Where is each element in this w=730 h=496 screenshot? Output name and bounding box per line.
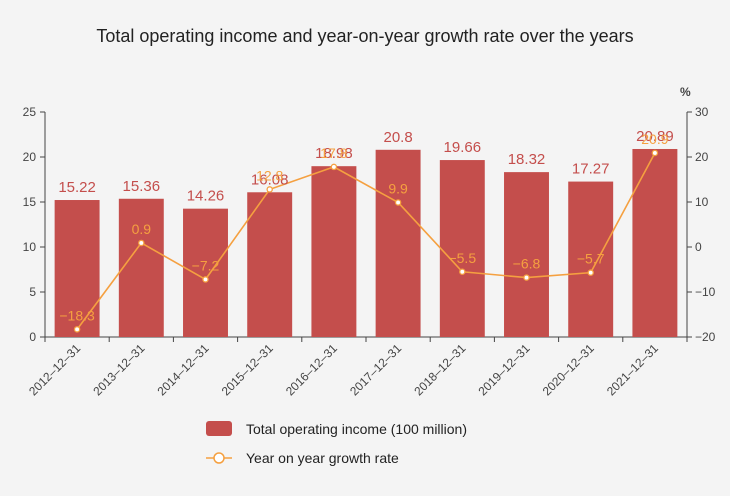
line-point[interactable]	[651, 149, 659, 157]
line-layer	[73, 149, 659, 333]
bar[interactable]	[568, 181, 614, 337]
bar[interactable]	[632, 148, 678, 337]
y-right-tick-label: −20	[695, 330, 716, 344]
line-point[interactable]	[523, 274, 530, 281]
bar-value-label: 19.66	[444, 139, 482, 156]
x-tick-label: 2017‒12‒31	[347, 341, 404, 398]
line-point[interactable]	[459, 268, 466, 275]
y-left-tick-label: 20	[23, 150, 37, 164]
growth-line	[76, 152, 656, 330]
bar-value-label: 15.36	[123, 178, 161, 195]
line-point[interactable]	[587, 269, 594, 276]
legend-line-marker[interactable]	[213, 452, 225, 464]
line-point[interactable]	[394, 199, 402, 206]
bars-layer	[54, 148, 678, 337]
x-tick-label: 2018‒12‒31	[411, 341, 468, 398]
y-right-tick-label: 20	[695, 150, 709, 164]
x-tick-label: 2012‒12‒31	[26, 341, 83, 398]
bar-value-label: 20.8	[383, 129, 412, 146]
legend-bar-label[interactable]: Total operating income (100 million)	[246, 421, 467, 437]
line-value-label: −5.5	[448, 250, 476, 266]
bar-value-label: 18.98	[315, 145, 353, 162]
line-value-label: −6.8	[513, 256, 541, 272]
legend-bar-swatch[interactable]	[206, 421, 232, 436]
x-tick-label: 2016‒12‒31	[283, 341, 340, 398]
y-right-tick-label: 30	[695, 105, 709, 119]
bar-value-label: 18.32	[508, 151, 546, 168]
line-value-label: −5.7	[577, 251, 605, 267]
bar[interactable]	[247, 192, 293, 337]
bar[interactable]	[439, 160, 485, 337]
bar[interactable]	[183, 208, 228, 337]
line-point[interactable]	[266, 186, 273, 193]
line-point[interactable]	[138, 239, 145, 247]
line-value-label: −7.2	[192, 257, 220, 273]
bar-value-label: 16.08	[251, 171, 289, 188]
bar[interactable]	[54, 200, 100, 337]
y-left-tick-label: 25	[23, 105, 37, 119]
line-point[interactable]	[202, 276, 209, 283]
chart-title: Total operating income and year-on-year …	[96, 26, 633, 46]
y-left-tick-label: 10	[23, 240, 37, 254]
bar-value-label: 14.26	[187, 188, 225, 205]
y-left-tick-label: 5	[29, 285, 36, 299]
bar-value-label: 20.89	[636, 128, 674, 145]
x-tick-label: 2019‒12‒31	[476, 341, 533, 398]
line-point[interactable]	[73, 326, 81, 333]
line-point[interactable]	[330, 163, 338, 171]
line-value-label: 12.8	[256, 167, 283, 183]
y-right-tick-label: 10	[695, 195, 709, 209]
labels-layer: 15.22 15.36 14.26 16.08 18.98 20.8 19.66 18.32 1…	[58, 128, 673, 323]
x-tick-label: 2013‒12‒31	[90, 341, 147, 398]
legend[interactable]: Total operating income (100 million) Yea…	[206, 421, 467, 466]
x-tick-label: 2021‒12‒31	[604, 341, 661, 398]
bar[interactable]	[311, 166, 357, 337]
line-value-label: 0.9	[132, 221, 152, 237]
y-left-tick-label: 0	[29, 330, 36, 344]
line-value-label: −18.3	[59, 307, 95, 323]
bar-value-label: 17.27	[572, 161, 610, 178]
y-left-tick-label: 15	[23, 195, 37, 209]
bar[interactable]	[118, 198, 164, 337]
line-value-label: 17.8	[320, 145, 347, 161]
x-tick-label: 2014‒12‒31	[155, 341, 212, 398]
legend-line-label[interactable]: Year on year growth rate	[246, 450, 399, 466]
y-right-tick-label: 0	[695, 240, 702, 254]
x-tick-label: 2020‒12‒31	[540, 341, 597, 398]
line-value-label: 20.9	[641, 131, 668, 147]
line-value-label: 9.9	[388, 180, 408, 196]
y-right-tick-label: −10	[695, 285, 716, 299]
bar[interactable]	[375, 149, 421, 337]
x-tick-label: 2015‒12‒31	[219, 341, 276, 398]
y-right-unit-label: %	[680, 85, 691, 99]
bar[interactable]	[504, 172, 549, 337]
bar-value-label: 15.22	[58, 179, 96, 196]
